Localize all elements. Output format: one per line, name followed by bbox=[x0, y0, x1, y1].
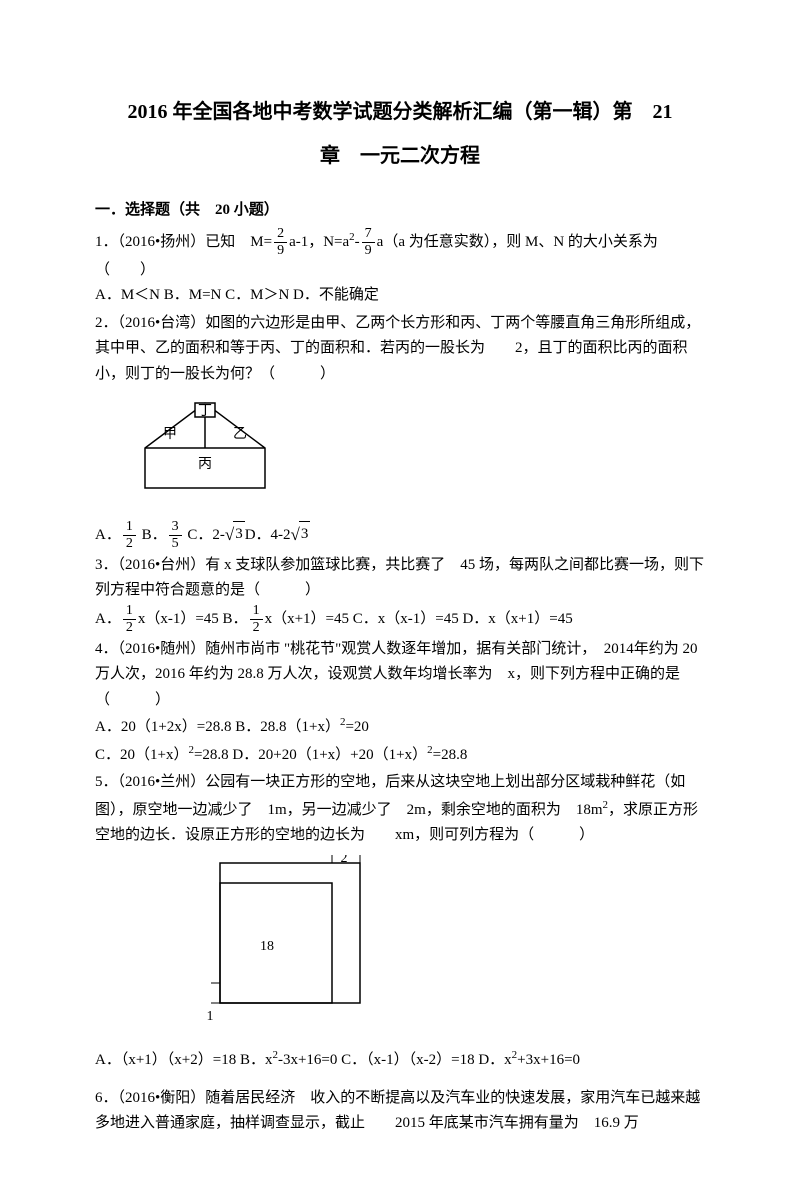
q5-text: 5．（2016•兰州）公园有一块正方形的空地，后来从这块空地上划出部分区域栽种鲜… bbox=[95, 770, 705, 849]
fraction: 35 bbox=[169, 520, 182, 551]
q2-text: 2．（2016•台湾）如图的六边形是由甲、乙两个长方形和丙、丁两个等腰直角三角形… bbox=[95, 311, 705, 388]
square-figure: 2 1 18 bbox=[205, 855, 705, 1035]
q1-options: A．M＜N B．M=N C．M＞N D．不能确定 bbox=[95, 283, 705, 309]
square-svg: 2 1 18 bbox=[205, 855, 375, 1025]
fraction: 12 bbox=[123, 604, 136, 635]
q3-text: 3．（2016•台州）有 x 支球队参加篮球比赛，共比赛了 45 场，每两队之间… bbox=[95, 553, 705, 604]
svg-text:丙: 丙 bbox=[198, 457, 212, 472]
question-2: 2．（2016•台湾）如图的六边形是由甲、乙两个长方形和丙、丁两个等腰直角三角形… bbox=[95, 311, 705, 551]
hexagon-figure: 丁 甲 乙 丙 bbox=[125, 393, 705, 518]
q3-options: A．12x（x-1）=45 B．12x（x+1）=45 C．x（x-1）=45 … bbox=[95, 604, 705, 635]
svg-text:2: 2 bbox=[341, 855, 348, 866]
fraction: 12 bbox=[250, 604, 263, 635]
section-heading: 一．选择题（共 20 小题） bbox=[95, 196, 705, 225]
fraction: 29 bbox=[274, 227, 287, 258]
q5-options: A．（x+1）（x+2）=18 B．x2-3x+16=0 C．（x-1）（x-2… bbox=[95, 1046, 705, 1074]
svg-text:甲: 甲 bbox=[163, 427, 177, 442]
svg-text:乙: 乙 bbox=[233, 426, 247, 442]
fraction: 12 bbox=[123, 520, 136, 551]
question-5: 5．（2016•兰州）公园有一块正方形的空地，后来从这块空地上划出部分区域栽种鲜… bbox=[95, 770, 705, 1074]
question-6: 6．（2016•衡阳）随着居民经济 收入的不断提高以及汽车业的快速发展，家用汽车… bbox=[95, 1086, 705, 1137]
q4-options-ab: A．20（1+2x）=28.8 B．28.8（1+x）2=20 bbox=[95, 713, 705, 741]
question-1: 1．（2016•扬州）已知 M=29a-1，N=a2-79a（a 为任意实数），… bbox=[95, 227, 705, 309]
q6-text: 6．（2016•衡阳）随着居民经济 收入的不断提高以及汽车业的快速发展，家用汽车… bbox=[95, 1086, 705, 1137]
hexagon-svg: 丁 甲 乙 丙 bbox=[125, 393, 305, 508]
q1-blank: （ ） bbox=[95, 258, 705, 284]
q1-text: 1．（2016•扬州）已知 M= bbox=[95, 233, 272, 249]
q4-text: 4．（2016•随州）随州市尚市 "桃花节"观赏人数逐年增加，据有关部门统计， … bbox=[95, 637, 705, 714]
question-4: 4．（2016•随州）随州市尚市 "桃花节"观赏人数逐年增加，据有关部门统计， … bbox=[95, 637, 705, 769]
svg-text:1: 1 bbox=[207, 1009, 214, 1024]
q2-options: A．12 B．35 C．2-√3D．4-2√3 bbox=[95, 520, 705, 551]
title-line2: 章 一元二次方程 bbox=[95, 134, 705, 178]
svg-text:18: 18 bbox=[260, 939, 274, 954]
question-3: 3．（2016•台州）有 x 支球队参加篮球比赛，共比赛了 45 场，每两队之间… bbox=[95, 553, 705, 635]
q4-options-cd: C．20（1+x）2=28.8 D．20+20（1+x）+20（1+x）2=28… bbox=[95, 741, 705, 769]
svg-text:丁: 丁 bbox=[198, 404, 212, 419]
fraction: 79 bbox=[362, 227, 375, 258]
title-line1: 2016 年全国各地中考数学试题分类解析汇编（第一辑）第 21 bbox=[95, 90, 705, 134]
